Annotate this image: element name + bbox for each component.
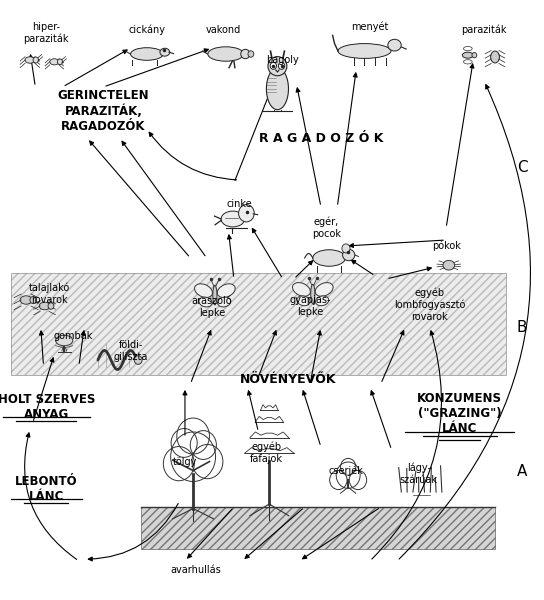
Text: bagoly: bagoly <box>267 55 299 65</box>
Text: cserjék: cserjék <box>328 466 363 476</box>
Bar <box>11 273 506 375</box>
Text: B: B <box>517 319 528 335</box>
Text: gyapjas-
lepke: gyapjas- lepke <box>289 295 331 317</box>
Text: avarhullás: avarhullás <box>170 565 221 575</box>
Circle shape <box>57 59 63 65</box>
Ellipse shape <box>297 296 310 306</box>
Text: hiper-
paraziták: hiper- paraziták <box>23 22 69 44</box>
Ellipse shape <box>462 52 473 58</box>
Bar <box>141 507 495 549</box>
Text: pókok: pókok <box>431 241 461 251</box>
Ellipse shape <box>443 260 455 270</box>
Circle shape <box>30 296 36 304</box>
Text: gombák: gombák <box>54 331 93 341</box>
Ellipse shape <box>213 286 217 305</box>
Ellipse shape <box>267 68 288 110</box>
Ellipse shape <box>311 284 315 304</box>
Ellipse shape <box>50 59 59 65</box>
Circle shape <box>270 62 276 70</box>
Text: cickány: cickány <box>128 25 165 35</box>
Circle shape <box>239 205 254 222</box>
Circle shape <box>134 356 142 364</box>
Ellipse shape <box>160 48 170 56</box>
Ellipse shape <box>313 250 345 266</box>
Text: egyéb
lombfogyasztó
rovarok: egyéb lombfogyasztó rovarok <box>394 287 466 322</box>
Ellipse shape <box>293 283 311 296</box>
Text: LEBONTÓ
LÁNC: LEBONTÓ LÁNC <box>15 475 78 503</box>
Text: GERINCTELEN
PARAZITÁK,
RAGADOZÓK: GERINCTELEN PARAZITÁK, RAGADOZÓK <box>58 89 149 133</box>
Text: cinke: cinke <box>226 199 252 209</box>
Text: földi-
giliszta: földi- giliszta <box>113 340 148 362</box>
Circle shape <box>48 303 54 309</box>
Ellipse shape <box>208 47 244 61</box>
Ellipse shape <box>491 51 499 63</box>
Circle shape <box>342 244 350 253</box>
Ellipse shape <box>131 48 163 60</box>
Text: NÖVÉNYEVŐK: NÖVÉNYEVŐK <box>240 373 337 386</box>
Circle shape <box>33 57 39 63</box>
Ellipse shape <box>388 39 401 51</box>
Ellipse shape <box>195 284 213 298</box>
Ellipse shape <box>218 297 231 307</box>
Text: A: A <box>517 463 528 479</box>
Text: C: C <box>517 160 528 175</box>
Ellipse shape <box>217 284 235 298</box>
Text: R A G A D O Z Ó K: R A G A D O Z Ó K <box>259 131 383 145</box>
Ellipse shape <box>221 211 245 227</box>
Circle shape <box>472 53 477 58</box>
Text: lágy-
szárúak: lágy- szárúak <box>400 463 438 485</box>
Text: menyét: menyét <box>351 22 388 32</box>
Text: egér,
pocok: egér, pocok <box>312 217 341 239</box>
Ellipse shape <box>343 250 355 260</box>
Ellipse shape <box>316 296 329 306</box>
Text: paraziták: paraziták <box>461 25 507 35</box>
Ellipse shape <box>268 56 287 76</box>
Ellipse shape <box>25 57 35 63</box>
Text: talajlakó
rovarok: talajlakó rovarok <box>28 283 70 305</box>
Ellipse shape <box>55 335 73 346</box>
Text: tölgy: tölgy <box>173 457 197 467</box>
Text: araszoló
lepke: araszoló lepke <box>192 296 232 318</box>
Ellipse shape <box>315 283 333 296</box>
Ellipse shape <box>20 296 32 304</box>
Text: vakond: vakond <box>206 25 240 35</box>
Text: egyéb
fafajok: egyéb fafajok <box>250 442 283 464</box>
Ellipse shape <box>199 297 212 307</box>
Ellipse shape <box>39 302 50 310</box>
Text: HOLT SZERVES
ANYAG: HOLT SZERVES ANYAG <box>0 393 95 421</box>
Circle shape <box>279 62 285 70</box>
Ellipse shape <box>338 44 391 58</box>
Bar <box>11 273 506 375</box>
Ellipse shape <box>241 49 250 59</box>
Circle shape <box>248 51 254 57</box>
Text: KONZUMENS
("GRAZING")
LÁNC: KONZUMENS ("GRAZING") LÁNC <box>417 392 502 436</box>
